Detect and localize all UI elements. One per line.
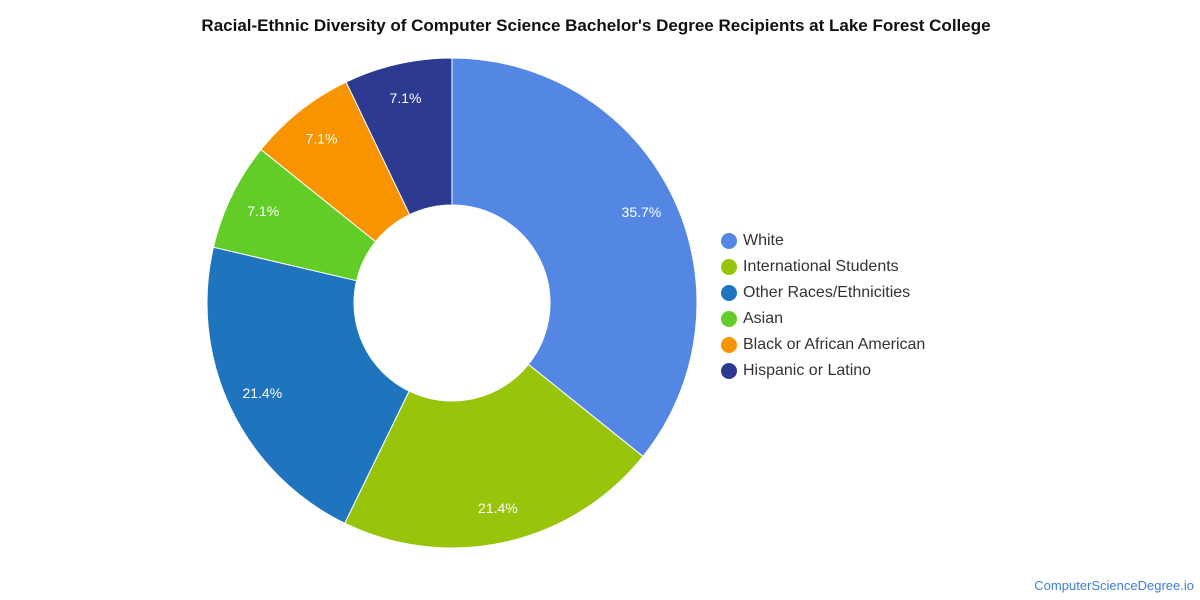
source-link[interactable]: ComputerScienceDegree.io — [1034, 578, 1194, 593]
slice-label-white: 35.7% — [622, 204, 662, 220]
slice-international-students[interactable] — [344, 363, 644, 549]
slice-label-asian: 7.1% — [247, 203, 279, 219]
slice-label-black-or-african-american: 7.1% — [306, 131, 338, 147]
legend-item-asian[interactable]: Asian — [721, 306, 925, 332]
legend-label-other-races-ethnicities: Other Races/Ethnicities — [743, 284, 911, 301]
donut-slices — [206, 57, 698, 549]
legend-item-white[interactable]: White — [721, 228, 925, 254]
legend-label-international-students: International Students — [743, 258, 899, 275]
slice-white[interactable] — [451, 57, 698, 458]
legend-swatch-black-or-african-american — [721, 337, 737, 353]
legend-label-white: White — [743, 232, 784, 249]
slice-label-international-students: 21.4% — [478, 500, 518, 516]
legend-swatch-asian — [721, 311, 737, 327]
legend-swatch-white — [721, 233, 737, 249]
legend-item-international-students[interactable]: International Students — [721, 254, 925, 280]
legend-swatch-hispanic-or-latino — [721, 363, 737, 379]
chart-title: Racial-Ethnic Diversity of Computer Scie… — [201, 16, 991, 35]
donut-slice-labels: 35.7% 21.4% 21.4% 7.1% 7.1% 7.1% — [242, 90, 661, 516]
legend-swatch-international-students — [721, 259, 737, 275]
legend-swatch-other-races-ethnicities — [721, 285, 737, 301]
chart-legend: White International Students Other Races/E… — [721, 228, 925, 384]
legend-item-hispanic-or-latino[interactable]: Hispanic or Latino — [721, 358, 925, 384]
legend-label-black-or-african-american: Black or African American — [743, 336, 926, 353]
legend-label-hispanic-or-latino: Hispanic or Latino — [743, 362, 872, 379]
slice-hispanic-or-latino[interactable] — [345, 57, 453, 216]
legend-label-asian: Asian — [743, 310, 784, 327]
slice-label-hispanic-or-latino: 7.1% — [390, 90, 422, 106]
slice-label-other-races-ethnicities: 21.4% — [242, 385, 282, 401]
legend-item-black-or-african-american[interactable]: Black or African American — [721, 332, 925, 358]
slice-other-races-ethnicities[interactable] — [206, 246, 410, 524]
legend-item-other-races-ethnicities[interactable]: Other Races/Ethnicities — [721, 280, 925, 306]
